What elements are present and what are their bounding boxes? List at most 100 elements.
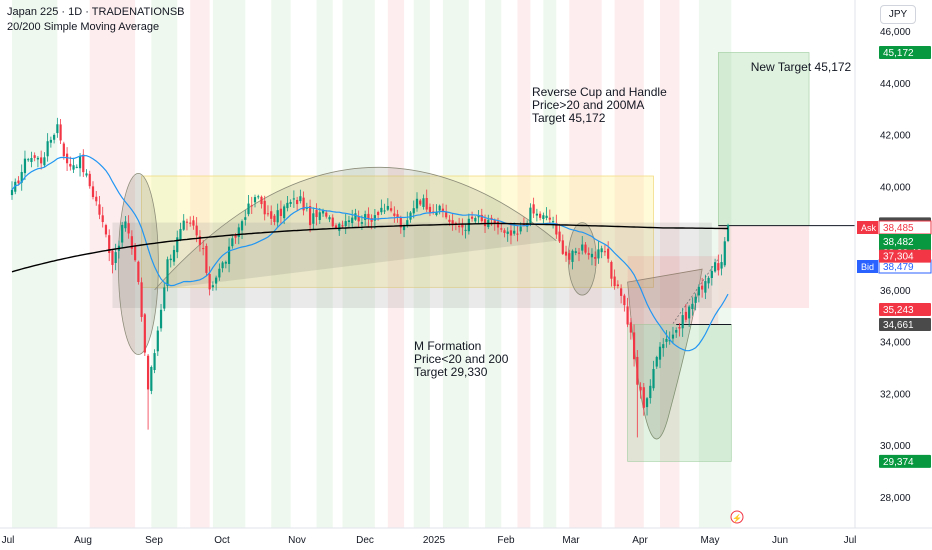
x-tick-label: Apr: [632, 535, 648, 546]
candle-body: [237, 227, 240, 238]
candle-body: [202, 248, 205, 250]
candle-body: [542, 215, 545, 220]
candle-body: [244, 217, 247, 220]
candle-body: [121, 224, 124, 243]
y-tick-label: 28,000: [880, 493, 911, 504]
candle-body: [720, 262, 723, 269]
candle-body: [568, 253, 571, 260]
cup-handle-title: Reverse Cup and Handle: [532, 85, 667, 99]
candle-body: [539, 213, 542, 218]
sma20-value-tag-bg: [879, 302, 931, 316]
candle-body: [166, 259, 169, 286]
candle-body: [257, 196, 260, 198]
candle-body: [506, 231, 509, 234]
candle-body: [156, 330, 159, 352]
candle-body: [240, 221, 244, 231]
candle-body: [607, 248, 610, 259]
candle-body: [396, 214, 399, 218]
candle-body: [726, 225, 730, 241]
candle-body: [412, 208, 415, 214]
candle-body: [59, 124, 62, 141]
candle-body: [114, 252, 117, 263]
candle-body: [224, 261, 227, 264]
stop-level-tag-bg: [879, 249, 931, 263]
candle-body: [597, 249, 600, 259]
candle-body: [20, 171, 23, 183]
candle-body: [503, 230, 506, 233]
m-stop-zone: [627, 256, 719, 325]
candle-body: [574, 251, 577, 253]
cup-handle-line3: Target 45,172: [532, 111, 606, 125]
candle-body: [299, 196, 302, 202]
candle-body: [143, 314, 146, 353]
candle-body: [65, 153, 69, 164]
sma20-line: [11, 154, 729, 352]
y-tick-label: 34,000: [880, 338, 911, 349]
x-tick-label: Feb: [497, 535, 515, 546]
candle-body: [302, 197, 305, 211]
candle-body: [389, 208, 393, 211]
candle-body: [691, 303, 694, 310]
candle-body: [480, 214, 483, 222]
regime-band: [413, 0, 430, 528]
candle-body: [27, 159, 30, 161]
y-tick-label: 44,000: [880, 79, 911, 90]
regime-band: [342, 0, 375, 528]
candle-body: [639, 386, 642, 391]
candle-body: [684, 311, 688, 320]
candle-body: [422, 198, 425, 207]
candle-body: [40, 157, 43, 164]
candle-body: [331, 217, 334, 227]
candle-body: [564, 251, 568, 256]
candle-body: [662, 344, 665, 349]
candle-body: [377, 212, 380, 216]
regime-band: [12, 0, 58, 528]
candle-body: [516, 233, 519, 235]
candle-body: [626, 306, 629, 325]
regime-band: [190, 0, 210, 528]
candle-body: [185, 221, 189, 223]
y-tick-label: 40,000: [880, 182, 911, 193]
candle-body: [441, 208, 445, 212]
regime-band: [271, 0, 291, 528]
candle-body: [535, 213, 538, 216]
candle-body: [315, 210, 318, 218]
candle-body: [195, 225, 198, 236]
x-tick-label: Sep: [145, 535, 163, 546]
candle-body: [415, 198, 419, 209]
candle-body: [367, 213, 370, 220]
candle-body: [717, 263, 720, 271]
candle-body: [104, 225, 108, 235]
candle-body: [513, 230, 516, 234]
candle-body: [56, 124, 59, 134]
currency-button[interactable]: JPY: [880, 5, 916, 24]
candle-body: [665, 338, 668, 342]
candle-body: [270, 211, 273, 219]
x-tick-label: Aug: [74, 535, 92, 546]
bid-price: 38,479: [883, 262, 914, 273]
candle-body: [205, 245, 208, 273]
candle-body: [467, 218, 470, 232]
candle-body: [658, 346, 662, 360]
x-tick-label: Dec: [356, 535, 374, 546]
candle-body: [681, 315, 684, 329]
ask-label-bg: [857, 221, 878, 234]
candle-body: [584, 244, 587, 253]
candle-body: [603, 251, 607, 253]
candle-body: [172, 249, 176, 262]
candle-body: [428, 206, 432, 213]
event-bolt-icon: ⚡: [732, 513, 742, 523]
candle-body: [308, 206, 312, 226]
candle-body: [636, 356, 639, 385]
candle-body: [176, 237, 179, 253]
candle-body: [383, 210, 386, 212]
candle-body: [221, 262, 224, 269]
candle-body: [571, 250, 574, 262]
candle-body: [247, 203, 250, 215]
candle-body: [82, 154, 85, 173]
x-tick-label: May: [701, 535, 720, 546]
candle-body: [33, 155, 36, 158]
candle-body: [46, 141, 49, 157]
stop-level-tag: 37,304: [883, 252, 914, 263]
